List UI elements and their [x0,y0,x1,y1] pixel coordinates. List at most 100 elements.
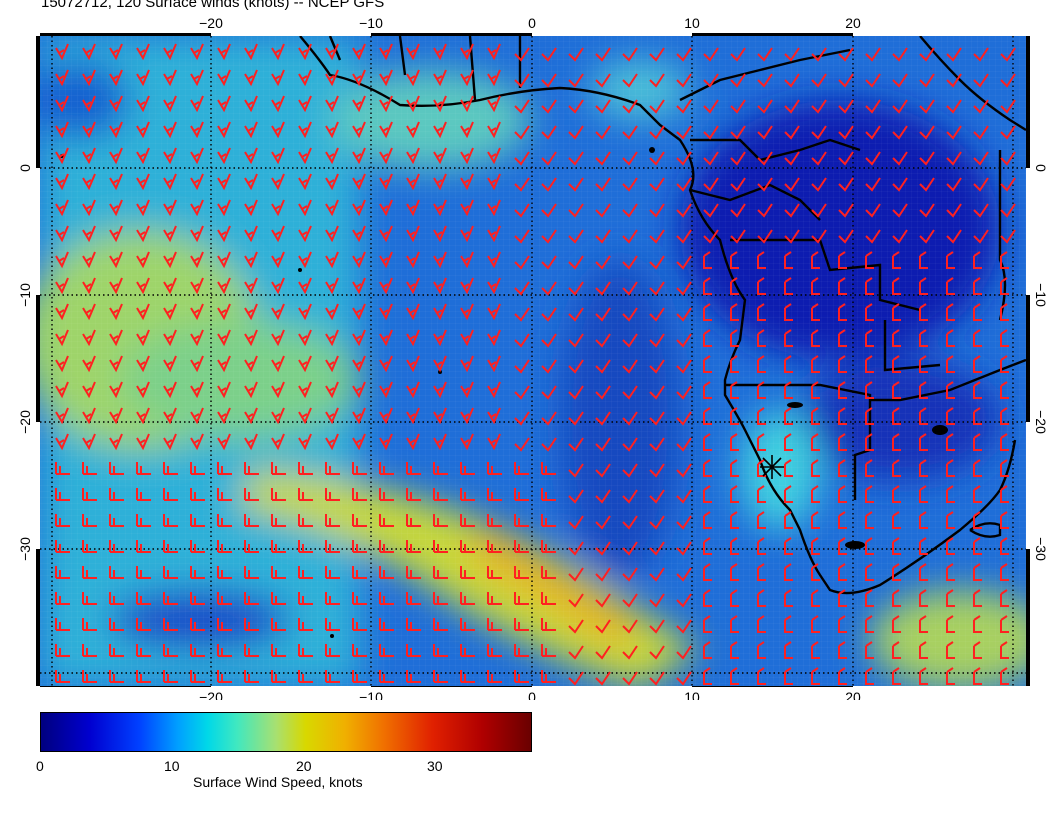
wind-barb [1000,459,1009,477]
wind-barb [298,95,312,113]
wind-barb [217,121,231,139]
wind-barb [190,381,204,399]
wind-barb [55,566,70,579]
wind-barb [433,644,448,657]
wind-barb [460,433,474,451]
wind-barb [460,618,475,631]
wind-barb [595,567,611,582]
wind-barb [163,566,178,579]
wind-barb [109,540,124,553]
wind-barb [82,407,96,425]
lat-tick: −10 [1033,283,1049,307]
wind-barb [595,281,611,296]
wind-barb [244,69,258,87]
wind-barb [82,670,97,683]
lon-tick: 20 [845,689,861,700]
wind-barb [190,514,205,527]
wind-barb [811,433,820,451]
wind-barb [973,177,989,192]
wind-barb [703,381,712,399]
wind-barb [946,329,955,347]
wind-barb [487,381,501,399]
wind-barb [703,303,712,321]
wind-barb [460,147,474,165]
wind-barb [244,381,258,399]
wind-barb [784,433,793,451]
wind-barb [622,151,638,166]
wind-barb [568,333,584,348]
wind-barb [811,667,820,685]
wind-barb [352,43,366,61]
wind-barb [541,47,557,62]
wind-barb [514,99,530,114]
wind-barb [973,73,989,88]
wind-barb [136,488,151,501]
wind-barb [55,433,69,451]
wind-barb [487,303,501,321]
wind-barb [730,667,739,685]
colorbar-tick: 10 [164,758,180,774]
wind-barb [973,589,982,607]
wind-barb [136,566,151,579]
wind-barb [595,359,611,374]
lon-tick: 10 [684,15,700,31]
wind-barb [298,43,312,61]
wind-barb [919,229,935,244]
wind-barb [919,355,928,373]
wind-barb [811,99,827,114]
wind-barb [973,615,982,633]
wind-barb [244,303,258,321]
wind-barb [82,173,96,191]
wind-barb [514,151,530,166]
wind-barb [811,355,820,373]
wind-barb [865,151,881,166]
wind-barb [379,381,393,399]
wind-barb [433,462,448,475]
wind-barb [352,147,366,165]
wind-barb [946,485,955,503]
wind-barb [649,73,665,88]
wind-barb [298,121,312,139]
wind-barb [838,563,847,581]
wind-barb [352,381,366,399]
wind-barb [514,411,530,426]
wind-barb [838,589,847,607]
wind-barb [190,225,204,243]
wind-barb [892,615,901,633]
wind-barb [217,670,232,683]
wind-barb [487,433,501,451]
wind-barb [757,277,766,295]
wind-barb [406,43,420,61]
wind-barb [892,151,908,166]
wind-barb [352,173,366,191]
wind-barb [811,73,827,88]
wind-barb [892,99,908,114]
wind-barb [676,411,692,426]
wind-barb [595,307,611,322]
wind-barb [406,251,420,269]
wind-barb [487,355,501,373]
wind-barb [1000,177,1016,192]
wind-barb [55,303,69,321]
wind-barb [325,251,339,269]
wind-barb [460,670,475,683]
wind-barb [784,407,793,425]
wind-barb [730,329,739,347]
wind-barb [1000,251,1009,269]
wind-barb [892,667,901,685]
wind-barb [1000,125,1016,140]
wind-barb [703,485,712,503]
wind-barb [946,459,955,477]
wind-barb [946,99,962,114]
wind-barb [190,69,204,87]
wind-barb [1000,229,1016,244]
wind-barb [622,463,638,478]
wind-barb [109,514,124,527]
wind-barb [217,69,231,87]
wind-barb [109,407,123,425]
wind-barb [325,381,339,399]
wind-barb [244,592,259,605]
wind-barb [892,381,901,399]
wind-barb [325,355,339,373]
wind-barb [919,511,928,529]
